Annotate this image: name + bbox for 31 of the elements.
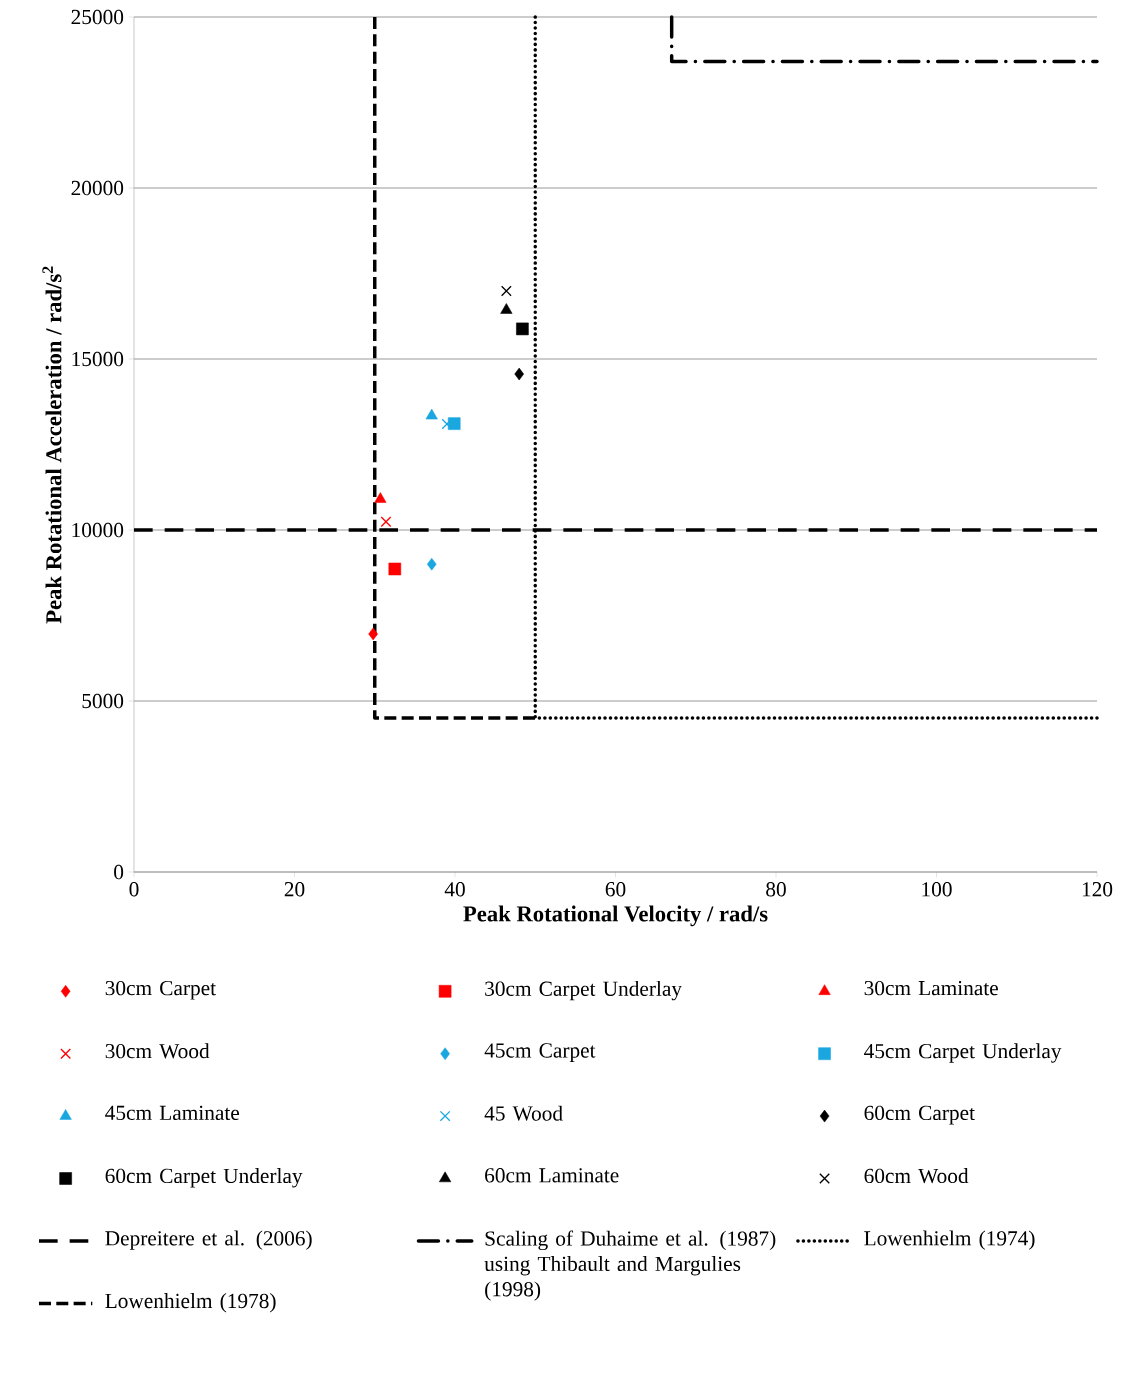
legend-label: 45cm Laminate [105,1105,240,1121]
x-tick-label: 0 [129,882,139,897]
legend-label: 45 Wood [484,1105,563,1121]
y-tick-label: 15000 [72,351,124,367]
legend-label: Lowenhielm (1978) [105,1293,276,1313]
y-tick-label: 0 [114,864,124,880]
legend-label: 60cm Carpet [864,1105,975,1125]
y-axis-title: Peak Rotational Acceleration / rad/s$^{2}$ [42,266,62,624]
x-tick-label: 20 [284,882,305,897]
x-tick-label: 100 [922,882,952,897]
legend-label: Lowenhielm (1974) [864,1230,1035,1250]
x-tick-label: 120 [1082,882,1113,897]
x-tick-label: 60 [605,882,626,897]
legend-label: 30cm Wood [105,1043,210,1059]
legend-label: 30cm Carpet [105,980,216,1000]
legend-label: 45cm Carpet Underlay [864,1043,1062,1063]
legend-label: 30cm Carpet Underlay [485,980,682,1001]
x-tick-label: 40 [444,882,465,897]
legend-label: 60cm Laminate [485,1168,619,1183]
x-axis-title: Peak Rotational Velocity / rad/s [463,905,768,927]
y-tick-label: 5000 [82,693,124,709]
y-tick-label: 10000 [72,522,124,538]
legend-label: 45cm Carpet [484,1043,596,1062]
legend-label: 60cm Wood [864,1168,969,1184]
legend-label: Depreitere et al. (2006) [105,1230,312,1250]
y-tick-label: 25000 [71,9,124,25]
y-tick-label: 20000 [71,180,124,196]
x-tick-label: 80 [766,882,786,897]
legend-label: 30cm Laminate [864,980,998,996]
legend-label: Scaling of Duhaime et al. (1987) using Thibault and Margulies (1998) [484,1230,776,1301]
legend-label: 60cm Carpet Underlay [105,1168,303,1188]
